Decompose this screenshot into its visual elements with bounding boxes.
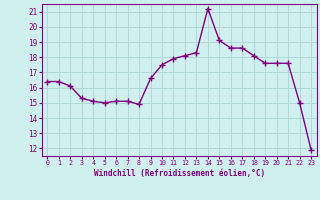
X-axis label: Windchill (Refroidissement éolien,°C): Windchill (Refroidissement éolien,°C)	[94, 169, 265, 178]
